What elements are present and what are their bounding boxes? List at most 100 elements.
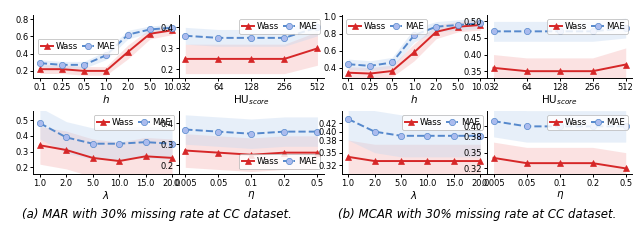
Wass (36, 144, 44, 147)
X-axis label: HU$_{score}$: HU$_{score}$ (233, 93, 270, 107)
Wass (344, 71, 352, 74)
Wass (397, 160, 405, 162)
MAE (36, 122, 44, 125)
Wass (146, 32, 154, 35)
Line: MAE: MAE (345, 116, 483, 139)
MAE (424, 134, 431, 137)
Legend: Wass, MAE: Wass, MAE (38, 39, 118, 54)
Wass (63, 149, 70, 151)
Wass (589, 70, 596, 73)
MAE (124, 33, 132, 36)
Legend: Wass, MAE: Wass, MAE (547, 115, 628, 130)
MAE (410, 34, 418, 37)
Wass (371, 160, 378, 162)
Wass (556, 70, 563, 73)
MAE (490, 30, 497, 33)
Wass (344, 155, 352, 158)
MAE (490, 120, 497, 123)
Line: MAE: MAE (490, 118, 629, 129)
Wass (280, 151, 288, 154)
Wass (182, 57, 189, 60)
Wass (523, 70, 531, 73)
X-axis label: $\eta$: $\eta$ (556, 189, 564, 201)
Wass (248, 153, 255, 156)
MAE (248, 37, 255, 39)
Wass (182, 149, 189, 152)
MAE (371, 130, 378, 133)
MAE (182, 128, 189, 131)
MAE (89, 142, 97, 145)
Line: Wass: Wass (345, 154, 483, 164)
MAE (146, 28, 154, 31)
Wass (142, 155, 150, 158)
Line: Wass: Wass (36, 142, 175, 164)
MAE (58, 64, 66, 66)
Text: (b) MCAR with 30% missing rate at CC dataset.: (b) MCAR with 30% missing rate at CC dat… (338, 208, 616, 221)
Legend: Wass, MAE: Wass, MAE (93, 115, 174, 130)
MAE (450, 134, 458, 137)
Wass (115, 160, 123, 162)
Wass (410, 51, 418, 54)
MAE (80, 64, 88, 66)
Wass (476, 160, 484, 162)
MAE (433, 25, 440, 28)
MAE (314, 26, 321, 29)
X-axis label: $\eta$: $\eta$ (247, 189, 255, 201)
X-axis label: $\lambda$: $\lambda$ (410, 189, 418, 201)
Wass (58, 68, 66, 71)
Text: (a) MAR with 30% missing rate at CC dataset.: (a) MAR with 30% missing rate at CC data… (22, 208, 292, 221)
Line: MAE: MAE (490, 25, 629, 35)
MAE (168, 142, 176, 145)
MAE (622, 125, 630, 128)
Wass (388, 70, 396, 72)
Line: Wass: Wass (182, 45, 321, 62)
Wass (80, 69, 88, 72)
MAE (248, 132, 255, 135)
Wass (523, 162, 531, 165)
Line: MAE: MAE (182, 126, 321, 137)
Wass (454, 25, 462, 28)
MAE (589, 30, 596, 33)
X-axis label: $h$: $h$ (102, 93, 110, 105)
Line: Wass: Wass (490, 62, 629, 74)
Legend: Wass, MAE: Wass, MAE (239, 154, 320, 169)
Wass (366, 72, 374, 75)
MAE (523, 30, 531, 33)
MAE (280, 37, 288, 39)
Line: MAE: MAE (182, 24, 321, 41)
MAE (476, 22, 484, 25)
Wass (124, 51, 132, 53)
MAE (182, 35, 189, 37)
Wass (476, 24, 484, 26)
Line: Wass: Wass (345, 22, 483, 77)
Line: Wass: Wass (36, 27, 175, 74)
MAE (314, 130, 321, 133)
MAE (344, 118, 352, 120)
Line: Wass: Wass (490, 155, 629, 172)
Wass (214, 57, 222, 60)
MAE (556, 30, 563, 33)
MAE (36, 62, 44, 64)
Wass (622, 63, 630, 66)
Wass (424, 160, 431, 162)
Wass (102, 69, 110, 72)
MAE (366, 64, 374, 67)
Wass (433, 30, 440, 33)
Wass (36, 68, 44, 71)
Line: Wass: Wass (182, 147, 321, 158)
MAE (344, 63, 352, 66)
Wass (89, 157, 97, 159)
MAE (214, 37, 222, 39)
Legend: Wass, MAE: Wass, MAE (239, 19, 320, 34)
MAE (476, 134, 484, 137)
Legend: Wass, MAE: Wass, MAE (346, 19, 427, 34)
Wass (450, 160, 458, 162)
X-axis label: HU$_{score}$: HU$_{score}$ (541, 93, 578, 107)
Wass (314, 47, 321, 50)
X-axis label: $h$: $h$ (410, 93, 418, 105)
Legend: Wass, MAE: Wass, MAE (547, 19, 628, 34)
MAE (168, 26, 176, 29)
Wass (556, 162, 563, 165)
Wass (622, 167, 630, 170)
Line: MAE: MAE (36, 25, 175, 68)
